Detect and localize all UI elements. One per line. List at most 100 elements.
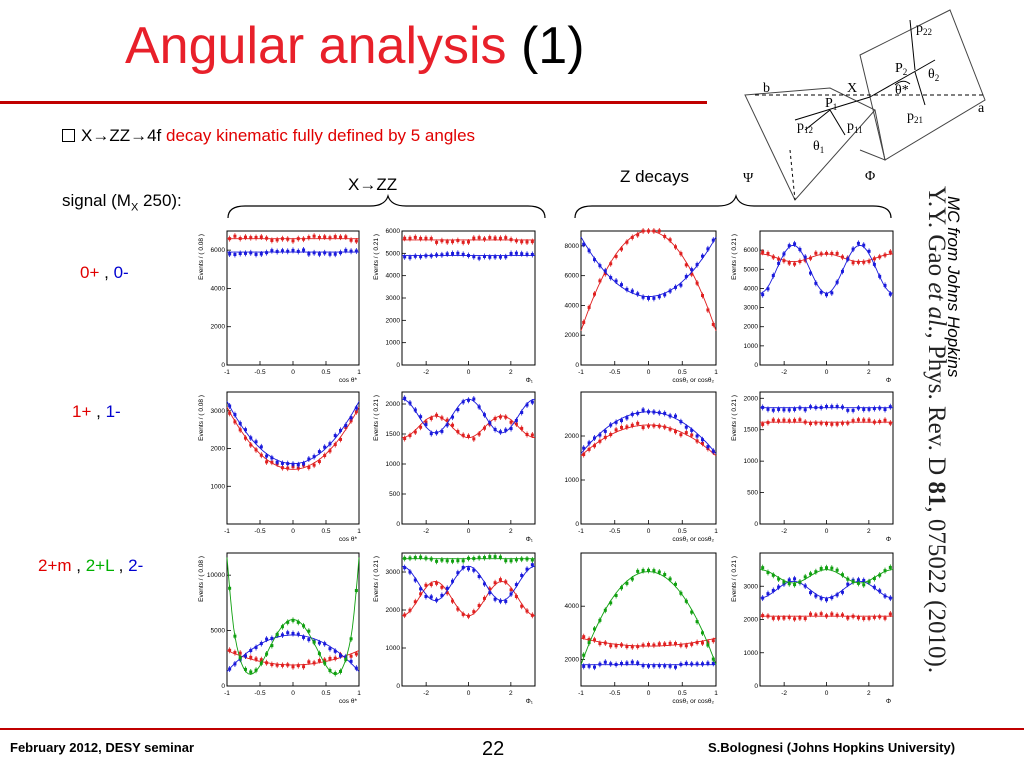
data-point-red [302,665,306,669]
y-tick-label: 1000 [744,343,759,350]
data-point-blue [711,238,715,242]
data-point-blue [701,662,704,666]
data-point-red [238,651,242,655]
data-point-red [498,236,502,240]
data-point-green [706,643,710,647]
data-point-red [701,441,704,445]
data-point-red [249,655,253,659]
data-point-red [851,261,855,265]
data-point-blue [695,434,699,438]
data-point-green [323,661,327,665]
page-title: Angular analysis (1) [125,14,585,78]
data-point-blue [333,434,337,438]
y-tick-label: 500 [389,491,400,498]
row-label-1: 1+ , 1- [72,402,121,422]
data-point-blue [467,253,470,257]
data-point-green [302,624,306,628]
data-point-red [883,616,887,620]
data-point-blue [706,247,710,251]
data-point-red [851,419,855,423]
data-point-red [307,465,311,469]
data-point-blue [302,635,306,639]
data-point-blue [809,405,813,409]
y-tick-label: 3000 [386,569,401,576]
data-point-green [339,669,343,673]
label-p2: P2 [895,61,907,77]
data-point-blue [647,296,650,300]
arrow-p12 [804,109,831,131]
data-point-blue [809,591,813,595]
x-tick-label: 0 [647,690,651,697]
x-tick-label: -0.5 [254,369,266,376]
data-point-green [493,555,497,559]
data-point-red [514,595,518,599]
y-axis-label: Events / ( 0.21 ) [731,234,738,280]
data-point-red [525,609,529,613]
data-point-red [504,580,508,584]
data-point-blue [514,583,518,587]
data-point-red [440,416,444,420]
data-point-blue [668,289,672,293]
data-point-green [408,556,412,560]
data-point-red [825,614,828,618]
data-point-blue [593,258,596,262]
citation: Y.Y. Gao et al., Phys. Rev. D 81, 075022… [922,186,950,673]
data-point-blue [652,296,656,300]
label-x: X [847,81,857,96]
data-point-red [630,235,634,239]
data-point-blue [840,590,844,594]
data-point-red [509,420,513,424]
bullet-rest: decay kinematic fully defined by 5 angle… [166,126,476,145]
data-point-red [259,235,263,239]
data-point-blue [825,293,828,297]
data-point-blue [349,416,353,420]
data-point-blue [488,255,492,259]
data-point-red [598,279,602,283]
data-point-red [803,420,807,424]
data-point-green [856,581,860,585]
data-point-red [408,608,412,612]
data-point-blue [286,631,290,635]
data-point-red [472,437,476,441]
data-point-red [872,257,876,261]
data-point-blue [793,577,797,581]
label-phi: Φ [865,169,875,184]
title-suffix: (1) [506,17,585,75]
y-axis-label: Events / ( 0.21 ) [731,556,738,602]
data-point-blue [514,251,518,255]
cite-etal: et al. [923,282,950,333]
x-tick-label: 0.5 [678,690,687,697]
data-point-blue [233,413,237,417]
data-point-green [883,569,887,573]
label-psi: Ψ [743,171,754,186]
data-point-red [525,432,529,436]
data-point-red [302,237,306,241]
data-point-green [614,593,618,597]
data-point-red [798,616,802,620]
x-tick-label: -1 [578,369,584,376]
data-point-red [620,247,623,251]
data-point-red [259,453,263,457]
data-point-blue [872,585,876,589]
data-point-red [657,642,661,646]
data-point-blue [440,253,444,257]
data-point-blue [451,252,455,256]
data-point-blue [328,252,332,256]
y-tick-label: 4000 [744,285,759,292]
plane-a [859,9,986,161]
y-tick-label: 2000 [565,656,580,663]
data-point-red [695,439,699,443]
data-point-red [291,665,295,669]
data-point-blue [354,249,358,253]
data-point-red [238,428,242,432]
data-point-red [809,422,813,426]
data-point-blue [641,664,645,668]
data-point-red [233,651,237,655]
data-point-red [706,308,710,312]
y-tick-label: 0 [221,683,225,690]
data-point-blue [652,664,656,668]
data-point-red [228,648,232,652]
data-point-green [835,568,839,572]
data-point-blue [835,593,839,597]
row-label-part: 2- [128,556,144,575]
